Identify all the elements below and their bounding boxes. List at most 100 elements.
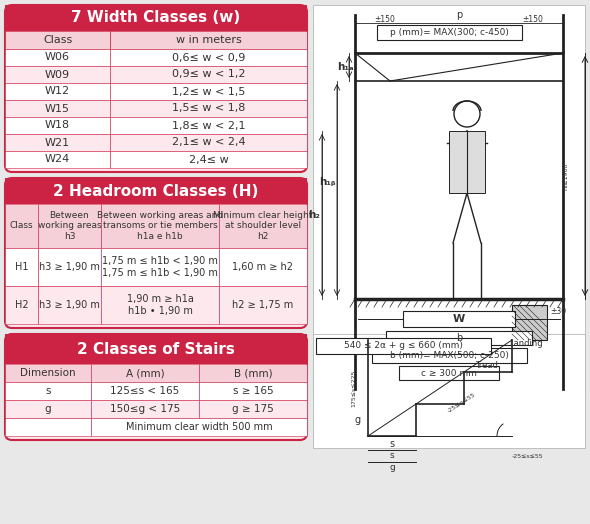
Text: h₁ᵦ: h₁ᵦ (319, 177, 335, 187)
Text: H2: H2 (15, 300, 28, 310)
Text: 1,75 m ≤ h1b < 1,90 m
1,75 m ≤ h1b < 1,90 m: 1,75 m ≤ h1b < 1,90 m 1,75 m ≤ h1b < 1,9… (102, 256, 218, 278)
Text: 1,60 m ≥ h2: 1,60 m ≥ h2 (232, 262, 293, 272)
Text: g: g (45, 404, 51, 414)
Text: ±30: ±30 (550, 307, 566, 315)
Text: -25≤α≤55: -25≤α≤55 (447, 391, 477, 413)
Bar (5, 83, 110, 100)
Text: h₂: h₂ (308, 210, 320, 220)
Text: h3 ≥ 1,90 m: h3 ≥ 1,90 m (39, 262, 100, 272)
Bar (91, 400, 199, 418)
Text: 150≤g < 175: 150≤g < 175 (110, 404, 180, 414)
Text: 2,1≤ w < 2,4: 2,1≤ w < 2,4 (172, 137, 245, 147)
Bar (5, 49, 110, 66)
Bar (219, 248, 307, 286)
Text: -25≤s≤55: -25≤s≤55 (511, 453, 543, 458)
Bar (91, 418, 307, 436)
Bar (5, 5, 307, 31)
Text: s: s (389, 452, 394, 461)
Bar (5, 364, 91, 382)
Bar (372, 348, 526, 363)
Bar (5, 31, 110, 49)
Text: g ≥ 175: g ≥ 175 (232, 404, 274, 414)
Text: s: s (45, 386, 51, 396)
Text: W09: W09 (45, 70, 70, 80)
Text: g: g (389, 464, 395, 473)
Bar (5, 286, 38, 324)
Bar (5, 117, 110, 134)
Text: b: b (456, 333, 462, 343)
Bar (376, 25, 522, 40)
Text: B (mm): B (mm) (234, 368, 273, 378)
Bar (101, 204, 219, 248)
Bar (101, 248, 219, 286)
Text: s ≥ 165: s ≥ 165 (232, 386, 273, 396)
Bar (219, 286, 307, 324)
Text: 1,8≤ w < 2,1: 1,8≤ w < 2,1 (172, 121, 245, 130)
Text: p (mm)= MAX(300; c-450): p (mm)= MAX(300; c-450) (389, 28, 509, 37)
Bar (316, 338, 491, 354)
Text: Landing: Landing (509, 339, 543, 347)
Bar (101, 286, 219, 324)
Bar (404, 311, 514, 327)
Text: c ≥ 300 mm: c ≥ 300 mm (421, 368, 477, 377)
Bar (91, 382, 199, 400)
Text: 2 Headroom Classes (H): 2 Headroom Classes (H) (53, 183, 258, 199)
Bar (110, 83, 307, 100)
Text: h₃≥1900: h₃≥1900 (563, 162, 569, 190)
Bar (512, 305, 547, 340)
Text: 175≤s≤225: 175≤s≤225 (352, 369, 356, 407)
Bar (5, 100, 110, 117)
Bar (219, 204, 307, 248)
Text: W12: W12 (45, 86, 70, 96)
Text: Class: Class (43, 35, 72, 45)
Bar (199, 400, 307, 418)
Bar (110, 100, 307, 117)
Text: 125≤s < 165: 125≤s < 165 (110, 386, 179, 396)
Bar (5, 134, 110, 151)
Text: s: s (389, 439, 395, 449)
Text: b (mm)= MAX(500; c-250): b (mm)= MAX(500; c-250) (389, 351, 509, 360)
Bar (110, 117, 307, 134)
Bar (5, 151, 110, 168)
Bar (5, 400, 91, 418)
Text: p: p (456, 10, 462, 20)
Bar (38, 248, 101, 286)
Bar (110, 31, 307, 49)
FancyBboxPatch shape (5, 334, 307, 440)
Text: g: g (355, 415, 361, 425)
Bar (110, 49, 307, 66)
Text: 1,5≤ w < 1,8: 1,5≤ w < 1,8 (172, 104, 245, 114)
Bar (449, 131, 485, 193)
Text: 7 Width Classes (w): 7 Width Classes (w) (71, 10, 241, 26)
Text: Tread: Tread (474, 362, 497, 370)
Bar (386, 331, 532, 345)
Text: W06: W06 (45, 52, 70, 62)
Bar (313, 5, 585, 394)
Text: w in meters: w in meters (176, 35, 241, 45)
Text: W24: W24 (45, 155, 70, 165)
Text: 0,9≤ w < 1,2: 0,9≤ w < 1,2 (172, 70, 245, 80)
Text: 2,4≤ w: 2,4≤ w (189, 155, 228, 165)
Text: 1,90 m ≥ h1a
h1b • 1,90 m: 1,90 m ≥ h1a h1b • 1,90 m (127, 294, 194, 316)
Text: A (mm): A (mm) (126, 368, 164, 378)
Bar (5, 382, 91, 400)
Bar (91, 364, 199, 382)
FancyBboxPatch shape (5, 5, 307, 172)
Bar (38, 286, 101, 324)
Text: h3 ≥ 1,90 m: h3 ≥ 1,90 m (39, 300, 100, 310)
Bar (5, 418, 91, 436)
Bar (5, 204, 38, 248)
Text: Minimum clear width 500 mm: Minimum clear width 500 mm (126, 422, 273, 432)
Text: 1,2≤ w < 1,5: 1,2≤ w < 1,5 (172, 86, 245, 96)
Bar (38, 204, 101, 248)
Text: ±150: ±150 (375, 16, 395, 25)
Text: Dimension: Dimension (20, 368, 76, 378)
Text: Class: Class (9, 222, 33, 231)
Bar (199, 382, 307, 400)
Bar (110, 66, 307, 83)
Bar (110, 151, 307, 168)
Text: 2 Classes of Stairs: 2 Classes of Stairs (77, 342, 235, 356)
Text: Minimum clear height
at shoulder level
h2: Minimum clear height at shoulder level h… (214, 211, 313, 241)
Text: h2 ≥ 1,75 m: h2 ≥ 1,75 m (232, 300, 294, 310)
Text: Between
working areas
h3: Between working areas h3 (38, 211, 101, 241)
